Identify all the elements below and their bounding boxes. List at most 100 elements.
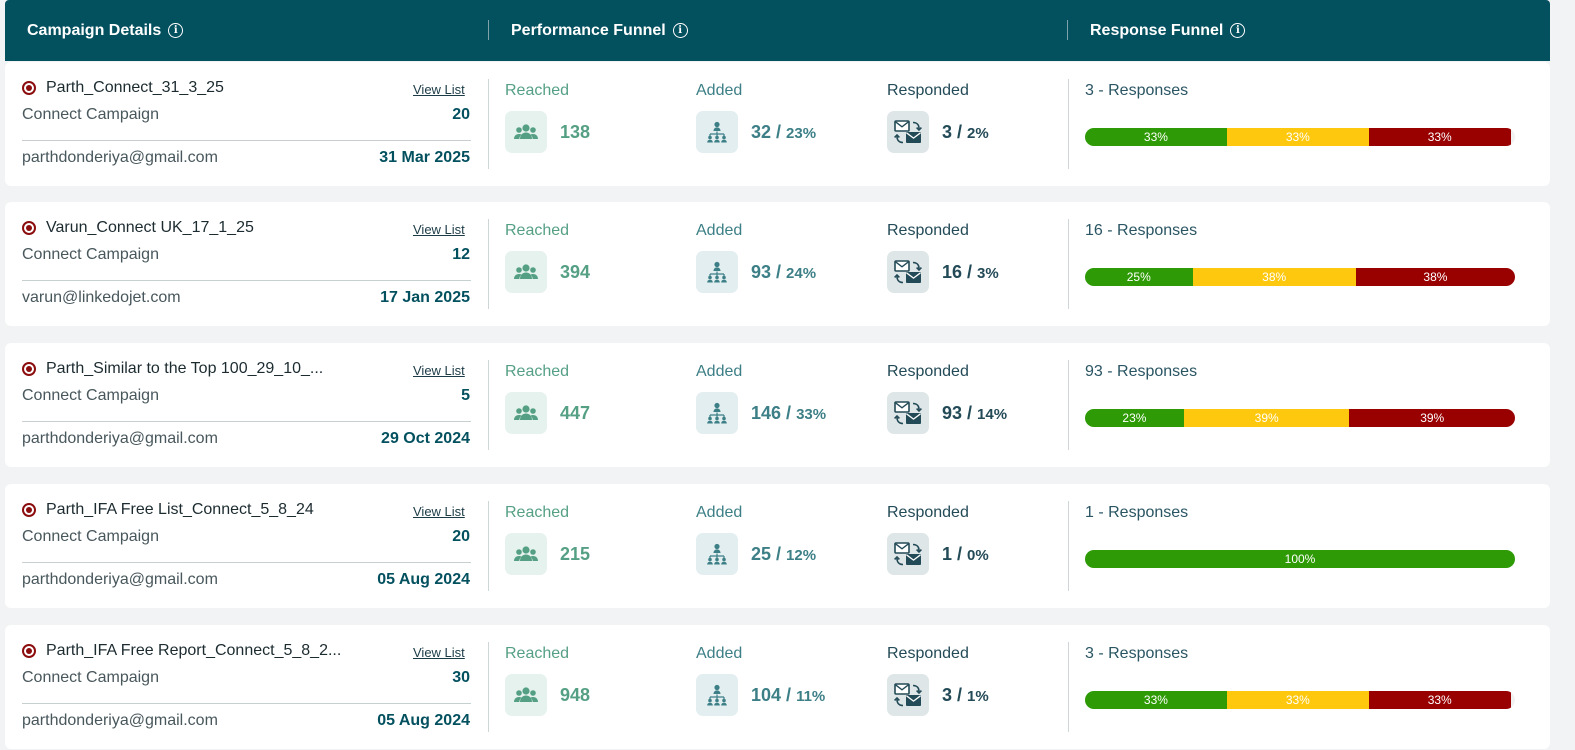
campaign-name-text: Parth_IFA Free List_Connect_5_8_24 [46,501,314,518]
campaign-row: Parth_IFA Free List_Connect_5_8_24 View … [5,484,1550,608]
view-list-link[interactable]: View List [413,645,465,660]
reached-label: Reached [505,222,570,239]
response-bar-segment-yellow: 33% [1226,128,1369,146]
added-value: 104 / 11% [751,685,826,705]
response-funnel-bar: 23% 39% 39% [1085,409,1515,427]
info-icon[interactable]: i [168,23,184,38]
campaign-name[interactable]: Parth_IFA Free Report_Connect_5_8_2... [22,642,372,660]
reached-value: 447 [560,403,591,423]
column-divider [488,360,489,450]
added-count: 25 [751,544,772,564]
responded-count: 1 [942,544,953,564]
info-icon[interactable]: i [1230,23,1246,38]
campaign-name[interactable]: Parth_Similar to the Top 100_29_10_... [22,360,372,378]
reached-label: Reached [505,504,570,521]
campaign-date: 31 Mar 2025 [379,149,470,166]
header-divider [1067,20,1068,40]
added-label: Added [696,645,743,662]
reached-label: Reached [505,363,570,380]
responded-percent: 2% [967,125,989,142]
added-value: 32 / 23% [751,122,817,142]
responded-count: 93 [942,403,963,423]
view-list-link[interactable]: View List [413,363,465,378]
response-bar-segment-yellow: 33% [1226,691,1369,709]
network-icon [696,111,738,153]
added-count: 93 [751,262,772,282]
reached-icon [505,533,547,575]
responded-percent: 3% [977,265,999,282]
responded-label: Responded [887,82,969,99]
campaign-type: Connect Campaign [22,528,159,545]
response-bar-segment-red: 39% [1349,409,1515,427]
campaign-date: 05 Aug 2024 [377,571,470,588]
responded-percent: 0% [967,547,989,564]
added-value: 93 / 24% [751,262,817,282]
added-value: 25 / 12% [751,544,817,564]
header-campaign-details: Campaign Details i [27,0,184,61]
column-divider [1068,642,1069,732]
responded-label: Responded [887,222,969,239]
response-bar-segment-green: 25% [1085,268,1193,286]
responded-count: 3 [942,122,953,142]
campaign-count: 12 [452,246,470,263]
divider [22,703,471,704]
response-funnel-bar: 25% 38% 38% [1085,268,1515,286]
divider [22,562,471,563]
campaign-owner-email: varun@linkedojet.com [22,289,181,306]
column-divider [1068,219,1069,309]
responded-count: 3 [942,685,953,705]
campaign-name[interactable]: Varun_Connect UK_17_1_25 [22,219,372,237]
responded-label: Responded [887,504,969,521]
campaign-owner-email: parthdonderiya@gmail.com [22,149,218,166]
added-count: 146 [751,403,782,423]
responses-count-label: 1 - Responses [1085,504,1189,521]
view-list-link[interactable]: View List [413,504,465,519]
reached-icon [505,251,547,293]
added-value: 146 / 33% [751,403,827,423]
campaign-row: Parth_Connect_31_3_25 View List Connect … [5,62,1550,186]
info-icon[interactable]: i [672,23,688,38]
mail-exchange-icon [887,392,929,434]
column-divider [488,79,489,169]
header-divider [488,20,489,40]
campaign-name-text: Parth_IFA Free Report_Connect_5_8_2... [46,642,342,659]
table-header: Campaign Details i Performance Funnel i … [5,0,1550,61]
responded-value: 3 / 2% [942,122,989,142]
added-label: Added [696,363,743,380]
reached-label: Reached [505,645,570,662]
campaign-type: Connect Campaign [22,106,159,123]
responses-count-label: 16 - Responses [1085,222,1198,239]
campaign-count: 5 [461,387,470,404]
response-bar-segment-red: 33% [1368,691,1511,709]
responded-label: Responded [887,645,969,662]
response-bar-segment-yellow: 39% [1183,409,1350,427]
reached-icon [505,392,547,434]
response-funnel-bar: 100% [1085,550,1515,568]
response-bar-segment-green: 100% [1085,550,1515,568]
added-label: Added [696,82,743,99]
column-divider [1068,360,1069,450]
divider [22,421,471,422]
campaign-owner-email: parthdonderiya@gmail.com [22,712,218,729]
campaign-date: 17 Jan 2025 [380,289,470,306]
responses-count-label: 93 - Responses [1085,363,1198,380]
response-bar-segment-green: 23% [1085,409,1184,427]
column-divider [488,642,489,732]
reached-value: 138 [560,122,591,142]
column-divider [488,501,489,591]
view-list-link[interactable]: View List [413,222,465,237]
view-list-link[interactable]: View List [413,82,465,97]
responded-value: 16 / 3% [942,262,999,282]
campaign-name-text: Parth_Connect_31_3_25 [46,79,224,96]
mail-exchange-icon [887,674,929,716]
campaign-name[interactable]: Parth_Connect_31_3_25 [22,79,372,97]
record-status-icon [22,503,36,517]
mail-exchange-icon [887,533,929,575]
campaign-type: Connect Campaign [22,387,159,404]
campaign-name[interactable]: Parth_IFA Free List_Connect_5_8_24 [22,501,372,519]
responded-label: Responded [887,363,969,380]
responses-count-label: 3 - Responses [1085,645,1189,662]
response-funnel-bar: 33% 33% 33% [1085,691,1515,709]
network-icon [696,674,738,716]
column-divider [1068,501,1069,591]
